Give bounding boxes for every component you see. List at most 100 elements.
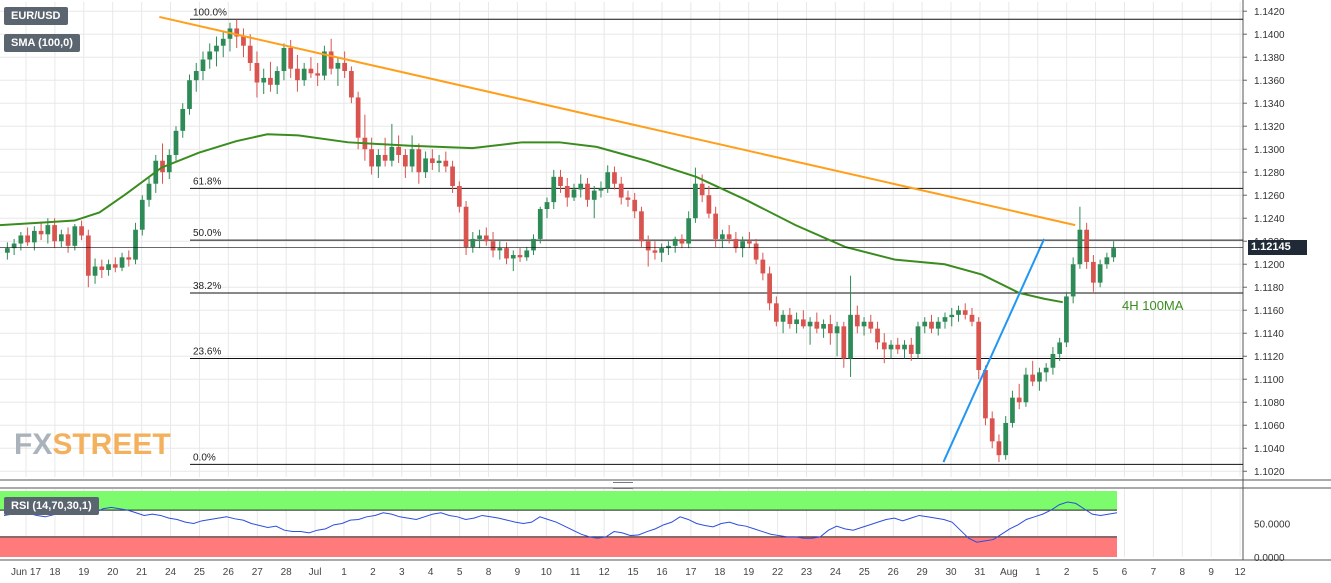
candle-body [214, 45, 219, 52]
candle-body [396, 146, 401, 155]
rsi-line [3, 501, 1118, 543]
candle-body [18, 235, 24, 244]
x-tick-label: 9 [1208, 567, 1214, 578]
x-tick-label: 23 [801, 567, 813, 578]
candle-body [1037, 372, 1042, 382]
candle-body [436, 160, 442, 164]
x-tick-label: 26 [223, 567, 235, 578]
candle-body [551, 176, 557, 203]
candle-body [949, 314, 955, 318]
candle-body [450, 166, 455, 187]
candle-body [1084, 229, 1090, 262]
candle-body [1057, 342, 1063, 354]
candle-body [254, 62, 260, 83]
x-tick-label: 8 [1179, 567, 1185, 578]
candle-body [767, 273, 772, 304]
y-tick-label: 1.1020 [1254, 467, 1285, 478]
candle-body [787, 314, 793, 325]
rsi-overbought-zone [0, 491, 1117, 511]
candle-body [659, 248, 665, 253]
candle-body [11, 243, 17, 249]
candle-body [854, 314, 860, 327]
candle-body [369, 149, 374, 167]
candle-body [780, 314, 786, 322]
candle-body [139, 199, 145, 230]
candle-body [106, 264, 111, 270]
rsi-y-tick-label: 50.0000 [1254, 520, 1291, 531]
y-tick-label: 1.1380 [1254, 53, 1285, 64]
candle-body [382, 154, 388, 161]
candle-body [268, 77, 273, 85]
candle-body [537, 209, 543, 239]
candle-body [416, 149, 422, 173]
x-tick-label: 4 [428, 567, 434, 578]
candle-body [902, 344, 907, 350]
y-tick-label: 1.1120 [1254, 352, 1284, 363]
x-tick-label: 30 [945, 567, 957, 578]
candle-body [52, 225, 57, 242]
pane-resize-handle[interactable] [613, 482, 633, 489]
x-tick-label: 15 [627, 567, 639, 578]
current-price-marker: 1.12145 [1248, 240, 1307, 255]
y-tick-label: 1.1400 [1254, 30, 1285, 41]
x-tick-label: 22 [772, 567, 784, 578]
candle-body [261, 77, 267, 83]
x-tick-label: 19 [743, 567, 755, 578]
candle-body [470, 238, 476, 247]
x-tick-label: 9 [515, 567, 521, 578]
candle-body [119, 257, 125, 268]
candle-body [1104, 257, 1110, 265]
candle-body [558, 176, 563, 187]
candle-body [747, 241, 752, 244]
candle-body [112, 264, 118, 268]
ma-annotation: 4H 100MA [1122, 298, 1184, 313]
candle-body [301, 68, 307, 81]
candle-body [720, 234, 725, 239]
sma-indicator-label[interactable]: SMA (100,0) [4, 34, 80, 52]
candle-body [288, 48, 294, 69]
candle-body [1064, 296, 1069, 343]
instrument-label[interactable]: EUR/USD [4, 7, 68, 25]
candle-body [25, 235, 30, 243]
x-tick-label: 26 [888, 567, 900, 578]
candle-body [85, 235, 91, 276]
candle-body [578, 183, 584, 190]
candle-body [706, 195, 712, 214]
logo-fx: FX [14, 428, 53, 461]
candle-body [31, 230, 37, 243]
candle-body [989, 418, 995, 442]
candle-body [544, 202, 550, 210]
candle-body [983, 370, 988, 419]
candle-body [92, 266, 98, 276]
fib-level-label: 38.2% [193, 281, 221, 292]
candle-body [531, 238, 536, 251]
candle-body [861, 321, 867, 327]
candle-body [672, 238, 678, 246]
candle-body [1091, 261, 1096, 283]
candle-body [1016, 397, 1022, 403]
candle-body [456, 186, 462, 207]
candle-body [315, 73, 321, 76]
candle-body [888, 344, 894, 350]
candle-body [814, 321, 820, 329]
rsi-indicator-label[interactable]: RSI (14,70,30,1) [4, 497, 99, 515]
x-tick-label: 17 [685, 567, 697, 578]
candle-body [666, 245, 671, 249]
y-tick-label: 1.1180 [1254, 283, 1284, 294]
x-tick-label: 27 [252, 567, 264, 578]
candle-body [38, 230, 44, 235]
candle-body [5, 248, 10, 253]
candle-body [274, 71, 280, 85]
x-tick-label: 2 [370, 567, 376, 578]
x-tick-label: 19 [78, 567, 90, 578]
candle-body [322, 51, 327, 76]
candle-body [895, 344, 901, 350]
candle-body [976, 321, 982, 371]
candle-body [65, 234, 71, 246]
fib-level-label: 100.0% [193, 7, 227, 18]
candle-body [443, 160, 449, 167]
candle-body [733, 238, 739, 249]
candle-body [328, 51, 334, 69]
